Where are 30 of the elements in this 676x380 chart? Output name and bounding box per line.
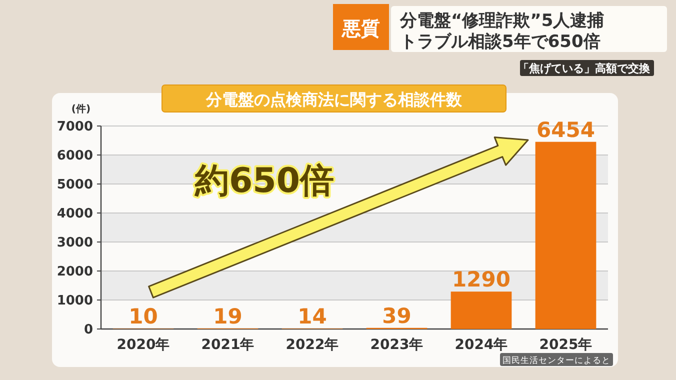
x-tick-label: 2020年 xyxy=(116,337,170,353)
bar xyxy=(450,292,512,329)
y-tick-label: 4000 xyxy=(56,206,93,222)
data-label: 14 xyxy=(298,304,327,329)
y-tick-label: 5000 xyxy=(56,178,93,192)
y-tick-label: 1000 xyxy=(56,294,93,308)
x-tick-label: 2025年 xyxy=(539,337,592,353)
data-label: 6454 xyxy=(536,118,595,142)
data-label: 39 xyxy=(382,304,412,328)
text: トラブル相談5年で650倍 xyxy=(400,32,600,52)
text: 分電盤“修理詐欺”5人逮捕 xyxy=(399,11,604,31)
data-label: 10 xyxy=(128,304,158,329)
data-label: 19 xyxy=(213,304,242,328)
text: 悪質 xyxy=(341,18,380,40)
y-tick-label: 6000 xyxy=(56,148,93,164)
y-tick-label: 3000 xyxy=(56,236,93,250)
chart-title: 分電盤の点検商法に関する相談件数 xyxy=(205,90,463,109)
annotation: 約650倍 xyxy=(194,161,334,201)
y-axis-title: (件) xyxy=(71,103,91,115)
text: 「焦げている」高額で交換 xyxy=(518,62,651,75)
text: 国民生活センターによると xyxy=(502,355,610,366)
y-tick-label: 7000 xyxy=(56,120,93,134)
data-label: 1290 xyxy=(452,268,510,292)
x-tick-label: 2024年 xyxy=(454,337,508,353)
x-tick-label: 2022年 xyxy=(286,337,339,353)
y-tick-label: 0 xyxy=(84,322,93,338)
x-tick-label: 2021年 xyxy=(201,337,254,353)
x-tick-label: 2023年 xyxy=(370,337,424,353)
bar xyxy=(535,142,596,329)
y-tick-label: 2000 xyxy=(56,264,93,280)
